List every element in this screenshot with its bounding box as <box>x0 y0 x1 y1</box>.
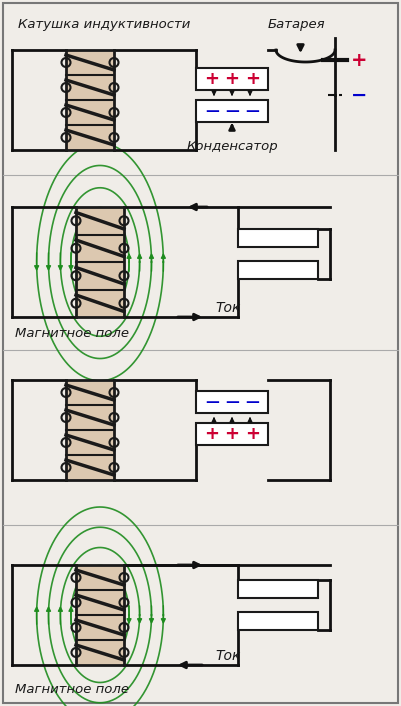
Text: —: — <box>225 395 239 409</box>
Text: Магнитное поле: Магнитное поле <box>15 683 129 696</box>
Bar <box>238 612 318 630</box>
Bar <box>238 229 318 247</box>
Bar <box>66 50 114 150</box>
Text: —: — <box>245 395 259 409</box>
Text: −: − <box>351 85 367 104</box>
Bar <box>196 423 268 445</box>
Bar <box>196 391 268 413</box>
Text: Катушка индуктивности: Катушка индуктивности <box>18 18 190 31</box>
Bar <box>238 580 318 598</box>
Bar <box>76 207 124 317</box>
Bar <box>196 100 268 122</box>
Bar <box>76 565 124 665</box>
Text: —: — <box>225 104 239 118</box>
Text: +: + <box>205 425 219 443</box>
Bar <box>238 261 318 279</box>
Text: +: + <box>225 425 239 443</box>
Text: +: + <box>351 51 367 69</box>
FancyBboxPatch shape <box>3 3 398 703</box>
Text: Батарея: Батарея <box>268 18 326 31</box>
Text: —: — <box>205 104 219 118</box>
Text: Конденсатор: Конденсатор <box>186 140 278 153</box>
Text: —: — <box>205 395 219 409</box>
Bar <box>66 380 114 480</box>
Text: Ток: Ток <box>215 649 240 663</box>
Text: Ток: Ток <box>215 301 240 315</box>
Bar <box>196 68 268 90</box>
Text: Магнитное поле: Магнитное поле <box>15 327 129 340</box>
Text: —: — <box>245 104 259 118</box>
Text: +: + <box>245 70 260 88</box>
Text: +: + <box>245 425 260 443</box>
Text: +: + <box>205 70 219 88</box>
Text: +: + <box>225 70 239 88</box>
